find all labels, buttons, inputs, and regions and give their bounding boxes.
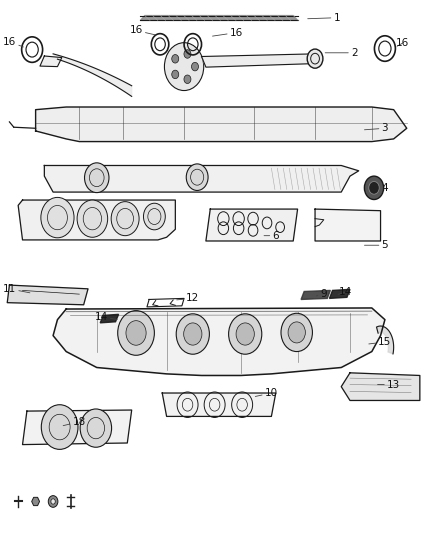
Polygon shape — [301, 290, 330, 300]
Polygon shape — [141, 15, 297, 20]
Circle shape — [172, 70, 179, 79]
Polygon shape — [201, 54, 319, 67]
Text: 2: 2 — [325, 48, 358, 58]
Circle shape — [186, 164, 208, 190]
Text: 1: 1 — [308, 13, 340, 23]
Circle shape — [172, 54, 179, 63]
Circle shape — [176, 314, 209, 354]
Circle shape — [41, 197, 74, 238]
Polygon shape — [53, 308, 385, 375]
Text: 12: 12 — [177, 293, 199, 303]
Polygon shape — [40, 56, 62, 67]
Circle shape — [307, 49, 323, 68]
Circle shape — [164, 43, 204, 91]
Text: 18: 18 — [63, 417, 86, 427]
Text: 14: 14 — [95, 312, 117, 322]
Circle shape — [144, 203, 165, 230]
Circle shape — [48, 496, 58, 507]
Text: 9: 9 — [316, 289, 327, 299]
Text: 10: 10 — [255, 388, 278, 398]
Polygon shape — [44, 165, 359, 192]
Circle shape — [184, 75, 191, 84]
Polygon shape — [22, 410, 132, 445]
Polygon shape — [341, 373, 420, 400]
Text: 16: 16 — [3, 37, 23, 47]
Circle shape — [236, 323, 254, 345]
Polygon shape — [35, 107, 407, 142]
Circle shape — [80, 409, 112, 447]
Circle shape — [184, 50, 191, 58]
Circle shape — [41, 405, 78, 449]
Circle shape — [118, 311, 154, 356]
Circle shape — [369, 181, 379, 194]
Circle shape — [77, 200, 108, 237]
Circle shape — [184, 323, 202, 345]
Polygon shape — [377, 326, 394, 354]
Text: 5: 5 — [364, 240, 388, 250]
Circle shape — [364, 176, 384, 199]
Polygon shape — [162, 393, 276, 416]
Text: 15: 15 — [369, 337, 392, 347]
Polygon shape — [100, 314, 119, 323]
Polygon shape — [206, 209, 297, 241]
Text: 16: 16 — [129, 26, 155, 36]
Text: 16: 16 — [212, 28, 243, 38]
Polygon shape — [18, 200, 175, 240]
Polygon shape — [329, 289, 350, 298]
Text: 11: 11 — [3, 284, 30, 294]
Circle shape — [111, 201, 139, 236]
Polygon shape — [315, 209, 381, 241]
Text: 13: 13 — [378, 379, 400, 390]
Text: 6: 6 — [264, 231, 279, 241]
Polygon shape — [32, 497, 39, 506]
Text: 4: 4 — [369, 183, 388, 193]
Polygon shape — [7, 285, 88, 305]
Circle shape — [281, 313, 312, 352]
Text: 14: 14 — [338, 287, 352, 297]
Text: 3: 3 — [364, 123, 388, 133]
Circle shape — [85, 163, 109, 192]
Circle shape — [51, 499, 55, 504]
Circle shape — [288, 322, 305, 343]
Text: 16: 16 — [396, 38, 409, 48]
Circle shape — [126, 321, 146, 345]
Circle shape — [229, 314, 262, 354]
Polygon shape — [53, 54, 132, 96]
Circle shape — [191, 62, 198, 71]
